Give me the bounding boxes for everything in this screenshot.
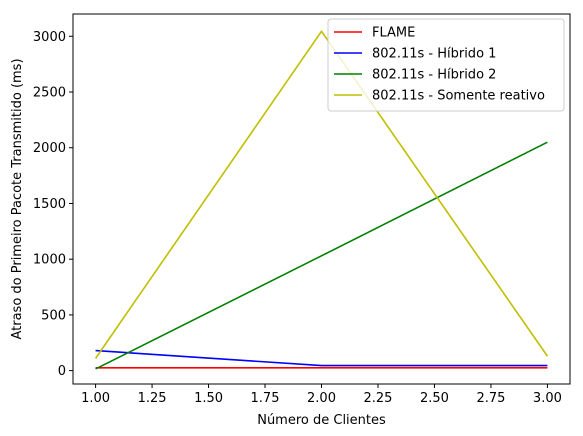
x-tick-label: 3.00: [533, 391, 562, 406]
x-tick-label: 1.50: [194, 391, 223, 406]
legend: FLAME 802.11s - Híbrido 1 802.11s - Híbrid…: [327, 18, 565, 112]
y-tick-label: 500: [41, 308, 66, 323]
x-tick-label: 2.75: [476, 391, 505, 406]
series-line-3: [95, 141, 548, 370]
series-line-2: [95, 349, 548, 367]
x-tick-label: 1.75: [251, 391, 280, 406]
y-axis-label: Atraso do Primeiro Pacote Transmitido (m…: [10, 58, 25, 339]
legend-entry-2: 802.11s - Híbrido 1: [372, 47, 496, 62]
x-axis-label: Número de Clientes: [257, 413, 386, 428]
y-tick-label: 2000: [33, 141, 66, 156]
y-tick-label: 1500: [33, 197, 66, 212]
x-tick-label: 2.00: [307, 391, 336, 406]
legend-entry-3: 802.11s - Híbrido 2: [372, 68, 496, 83]
y-axis-ticks: 0 500 1000 1500 2000 2500 3000: [33, 30, 73, 379]
y-tick-label: 0: [58, 364, 66, 379]
x-tick-label: 2.50: [420, 391, 449, 406]
legend-entry-4: 802.11s - Somente reativo: [372, 89, 545, 104]
series-layer: [94, 30, 549, 370]
x-tick-label: 1.00: [81, 391, 110, 406]
legend-entry-1: FLAME: [372, 26, 415, 41]
x-axis-ticks: 1.00 1.25 1.50 1.75 2.00 2.25 2.50 2.75 3.00: [81, 384, 562, 406]
x-tick-label: 1.25: [138, 391, 167, 406]
y-tick-label: 1000: [33, 253, 66, 268]
x-tick-label: 2.25: [364, 391, 393, 406]
legend-frame: [327, 18, 565, 112]
y-tick-label: 3000: [33, 30, 66, 45]
y-tick-label: 2500: [33, 86, 66, 101]
